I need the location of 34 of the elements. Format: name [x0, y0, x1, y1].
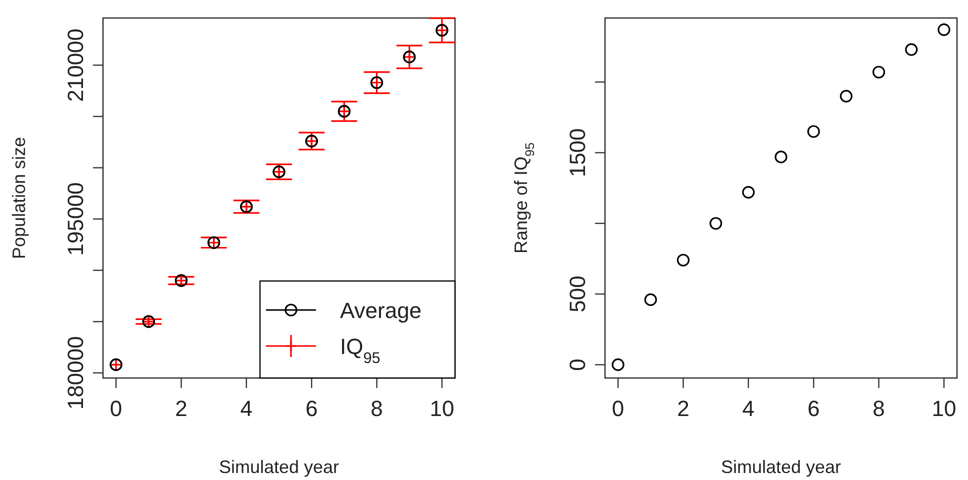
point — [710, 217, 722, 230]
y-tick-label: 195000 — [63, 182, 88, 256]
x-tick-label: 6 — [305, 396, 318, 421]
x-tick-label: 6 — [807, 396, 820, 421]
x-tick-label: 4 — [742, 396, 755, 421]
x-tick-label: 10 — [430, 396, 454, 421]
y-tick-label: 180000 — [63, 336, 88, 410]
y-axis-title: Population size — [9, 136, 29, 260]
x-tick-label: 10 — [932, 396, 956, 421]
point — [676, 254, 690, 266]
point — [774, 150, 788, 164]
point — [840, 90, 852, 102]
x-tick-label: 2 — [677, 396, 690, 421]
point — [905, 43, 918, 56]
point — [612, 358, 624, 372]
y-tick-label: 1500 — [565, 128, 590, 178]
legend-label: Average — [340, 298, 422, 323]
point — [872, 66, 886, 78]
x-tick-label: 0 — [110, 396, 122, 421]
legend-label: IQ$_{95}$ — [340, 334, 380, 366]
x-tick-label: 0 — [612, 396, 624, 421]
x-axis-title: Simulated year — [218, 457, 340, 477]
point — [807, 125, 820, 138]
point — [644, 293, 657, 306]
y-tick-label: 500 — [565, 276, 590, 312]
y-tick-label: 0 — [565, 358, 590, 371]
x-axis-title: Simulated year — [720, 457, 842, 477]
y-tick-label: 210000 — [63, 28, 88, 102]
point — [742, 186, 755, 199]
x-tick-label: 2 — [175, 396, 188, 421]
x-tick-label: 4 — [240, 396, 253, 421]
x-tick-label: 8 — [370, 396, 383, 421]
point — [938, 23, 950, 36]
x-tick-label: 8 — [872, 396, 885, 421]
